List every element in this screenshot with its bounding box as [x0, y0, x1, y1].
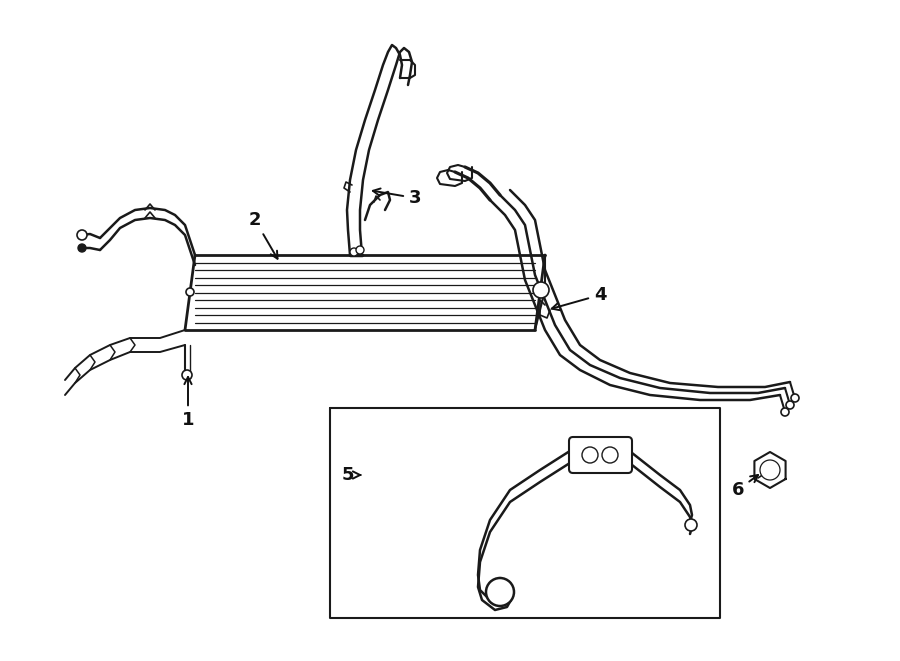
- Circle shape: [350, 248, 358, 256]
- Circle shape: [760, 460, 780, 480]
- Circle shape: [602, 447, 618, 463]
- Circle shape: [186, 288, 194, 296]
- Circle shape: [356, 246, 364, 254]
- Circle shape: [533, 282, 549, 298]
- Polygon shape: [754, 452, 786, 488]
- Text: 1: 1: [182, 377, 194, 429]
- Circle shape: [685, 519, 697, 531]
- Circle shape: [77, 230, 87, 240]
- Circle shape: [786, 401, 794, 409]
- Circle shape: [582, 447, 598, 463]
- Circle shape: [78, 244, 86, 252]
- Text: 3: 3: [373, 188, 421, 207]
- Circle shape: [486, 578, 514, 606]
- Text: 6: 6: [732, 475, 758, 499]
- FancyBboxPatch shape: [569, 437, 632, 473]
- Circle shape: [791, 394, 799, 402]
- Circle shape: [182, 370, 192, 380]
- Circle shape: [781, 408, 789, 416]
- Text: 5: 5: [342, 466, 361, 484]
- Text: 2: 2: [248, 211, 277, 258]
- Text: 4: 4: [552, 286, 607, 310]
